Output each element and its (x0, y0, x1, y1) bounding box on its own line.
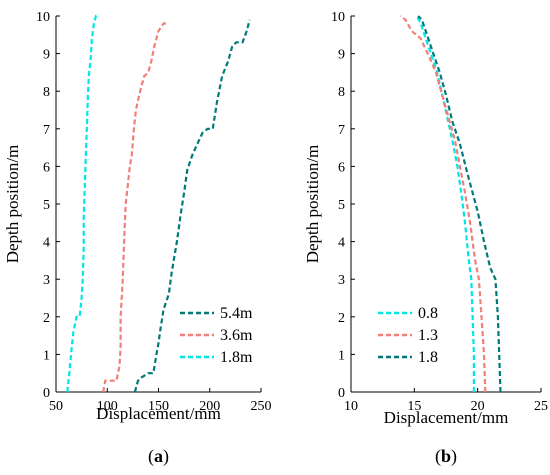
series-line-1-8 (417, 15, 502, 393)
y-tick-label: 7 (43, 123, 50, 138)
y-tick-label: 3 (338, 273, 345, 288)
y-tick-label: 6 (338, 160, 345, 175)
y-tick-label: 1 (43, 348, 50, 363)
legend-entry: 1.8 (418, 349, 438, 366)
y-tick-label: 3 (43, 273, 50, 288)
panel-label-close: ) (163, 446, 169, 467)
panel-label: (b) (435, 446, 457, 467)
y-tick-label: 8 (338, 85, 345, 100)
x-tick-label: 250 (251, 399, 272, 414)
series-line-3-6m (102, 22, 167, 393)
y-tick-label: 2 (338, 311, 345, 326)
x-tick-label: 50 (49, 399, 63, 414)
panel-label-letter: a (154, 446, 163, 466)
y-tick-label: 5 (43, 198, 50, 213)
y-tick-label: 8 (43, 85, 50, 100)
legend-entry: 5.4m (220, 305, 253, 322)
series-line-1-8m (66, 14, 99, 393)
x-tick-label: 25 (534, 399, 548, 414)
x-tick-label: 150 (148, 399, 169, 414)
panel-label-open: ( (148, 446, 154, 467)
y-tick-label: 2 (43, 311, 50, 326)
x-axis-label: Displacement/mm (384, 408, 509, 427)
y-tick-label: 4 (43, 236, 50, 251)
chart-panel-a: 0 1 2 3 4 5 6 7 8 9 10 50 100 150 200 250 Displacement/m… (3, 10, 272, 467)
y-tick-label: 5 (338, 198, 345, 213)
panel-label-letter: b (441, 446, 451, 466)
y-tick-label: 4 (338, 236, 345, 251)
y-tick-label: 10 (331, 10, 345, 25)
legend-entry: 1.3 (418, 327, 438, 344)
y-tick-label: 6 (43, 160, 50, 175)
y-tick-label: 9 (338, 48, 345, 63)
x-tick-label: 20 (471, 399, 485, 414)
series-line-0-8 (415, 15, 475, 392)
y-tick-label: 0 (338, 386, 345, 401)
x-tick-label: 10 (344, 399, 358, 414)
x-axis-label: Displacement/mm (96, 404, 221, 423)
x-tick-label: 15 (407, 399, 421, 414)
y-tick-label: 10 (36, 10, 50, 25)
legend-entry: 1.8m (220, 349, 253, 366)
y-tick-label: 0 (43, 386, 50, 401)
series-line-5-4m (133, 19, 251, 393)
x-tick-label: 100 (97, 399, 118, 414)
panel-label-close: ) (451, 446, 457, 467)
y-axis-label: Depth position/m (303, 145, 322, 264)
x-tick-label: 200 (199, 399, 220, 414)
panel-label: (a) (148, 446, 169, 467)
y-axis-label: Depth position/m (3, 145, 22, 264)
series-line-1-3 (399, 15, 487, 393)
y-tick-label: 9 (43, 48, 50, 63)
panel-label-open: ( (435, 446, 441, 467)
y-tick-label: 7 (338, 123, 345, 138)
legend-entry: 0.8 (418, 305, 438, 322)
legend-entry: 3.6m (220, 327, 253, 344)
chart-panel-b: 0 1 2 3 4 5 6 7 8 9 10 10 15 20 25 Displacement/mm Depth… (303, 10, 548, 467)
y-tick-label: 1 (338, 348, 345, 363)
